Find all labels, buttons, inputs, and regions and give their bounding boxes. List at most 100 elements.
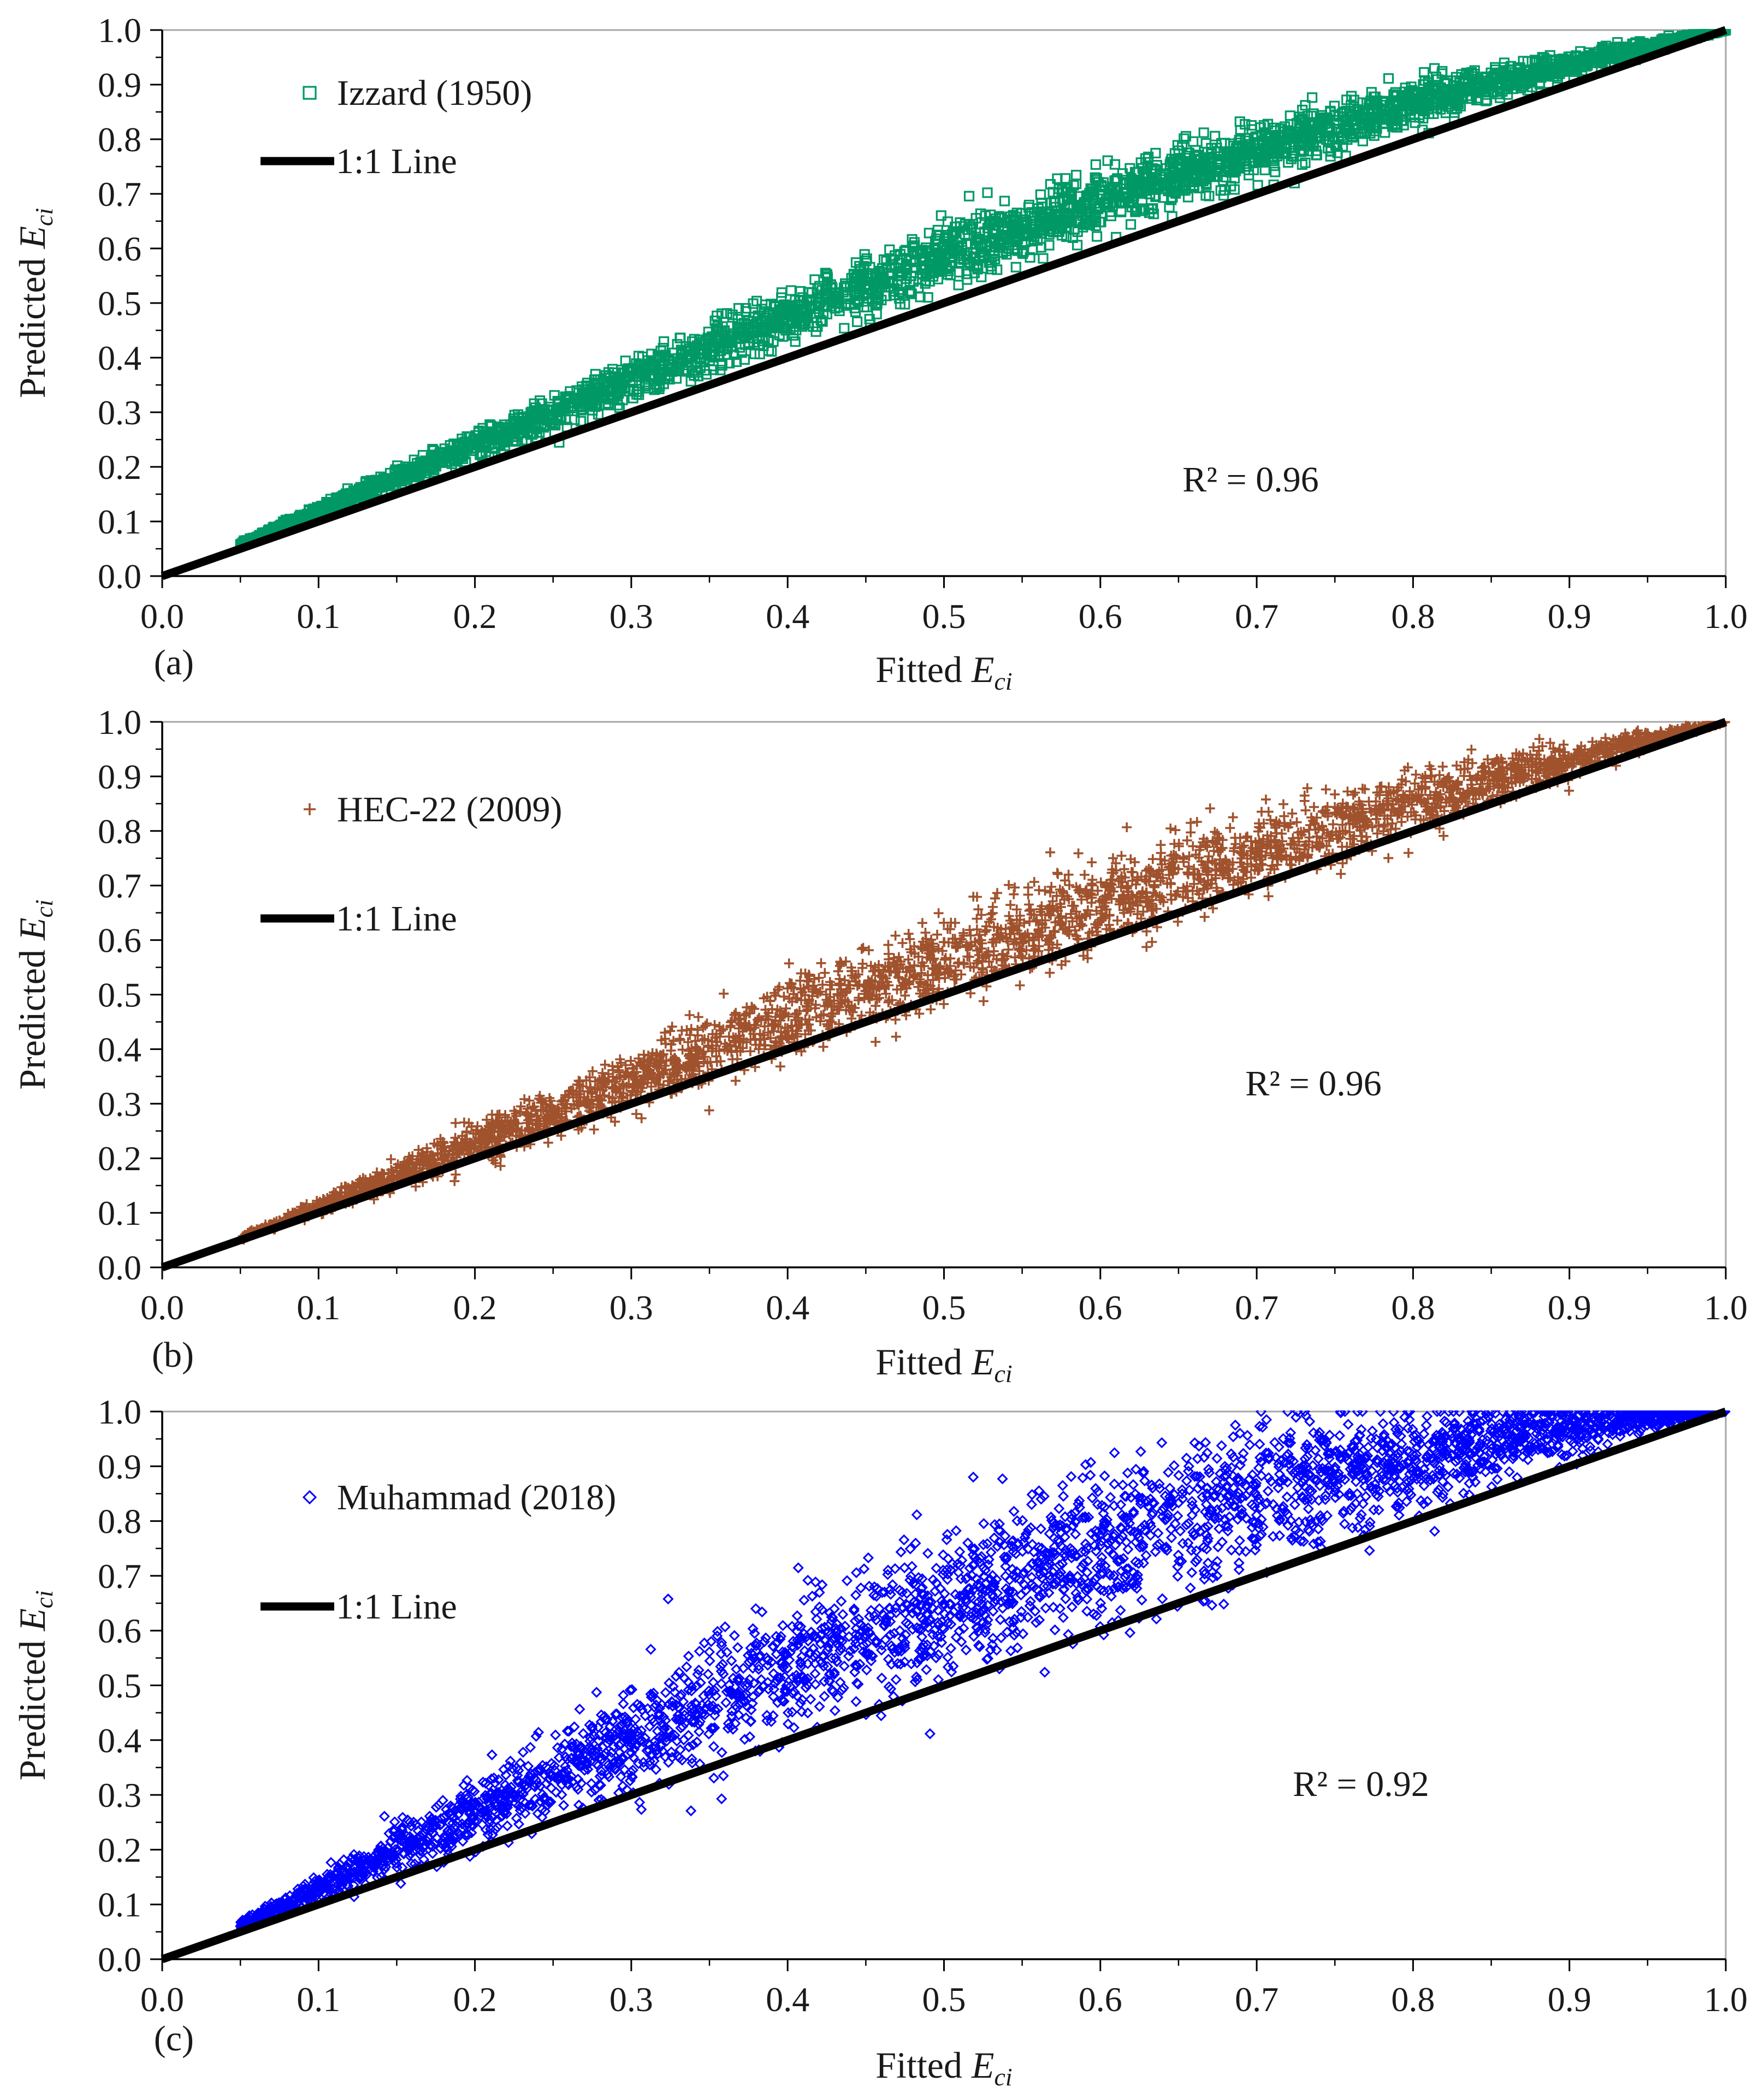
data-point xyxy=(883,940,893,950)
data-point xyxy=(775,1062,785,1072)
data-point xyxy=(1140,153,1151,164)
data-point xyxy=(950,918,960,928)
data-point xyxy=(1404,97,1415,108)
data-point xyxy=(1029,877,1039,887)
data-point xyxy=(738,327,749,338)
data-point xyxy=(1090,159,1102,170)
data-point xyxy=(1337,820,1348,830)
data-point xyxy=(546,1096,556,1106)
data-point xyxy=(1429,63,1440,74)
data-point xyxy=(1502,73,1513,84)
data-point xyxy=(700,1021,711,1031)
x-tick-label: 0.3 xyxy=(609,597,653,636)
data-point xyxy=(552,395,563,407)
data-point xyxy=(1324,835,1334,846)
data-point xyxy=(963,191,975,201)
data-point xyxy=(1402,762,1413,773)
data-point xyxy=(1300,157,1311,168)
x-tick-label: 0.7 xyxy=(1235,597,1278,636)
data-point xyxy=(870,269,881,280)
scatter-points xyxy=(235,29,1731,550)
data-point xyxy=(833,966,843,976)
data-point xyxy=(1274,137,1284,147)
data-point xyxy=(1081,190,1092,201)
data-point xyxy=(928,265,939,277)
data-point xyxy=(1325,145,1336,156)
data-point xyxy=(1029,207,1040,218)
data-point xyxy=(739,354,750,365)
data-point xyxy=(960,218,971,230)
data-point xyxy=(643,383,654,394)
data-point xyxy=(1463,70,1474,81)
data-point xyxy=(993,240,1004,251)
data-point xyxy=(834,305,845,316)
data-point xyxy=(637,369,648,380)
data-point xyxy=(1056,959,1067,970)
data-point xyxy=(709,1020,720,1030)
data-point xyxy=(1353,106,1364,117)
data-point xyxy=(1517,76,1528,87)
data-point xyxy=(1341,120,1352,131)
data-point xyxy=(1177,140,1188,151)
data-point xyxy=(861,296,872,307)
data-point xyxy=(1170,171,1181,182)
data-point xyxy=(822,272,833,283)
data-point xyxy=(1381,114,1392,125)
data-point xyxy=(1107,188,1118,199)
data-point xyxy=(307,507,318,518)
data-point xyxy=(1150,183,1161,194)
y-tick-label: 0.1 xyxy=(98,502,141,541)
data-point xyxy=(933,908,944,918)
data-point xyxy=(712,310,723,322)
data-point xyxy=(1384,106,1395,117)
data-point xyxy=(1368,103,1379,114)
x-tick-label: 1.0 xyxy=(1704,597,1748,636)
data-point xyxy=(394,469,405,481)
data-point xyxy=(386,476,397,488)
data-point xyxy=(917,918,927,928)
data-point xyxy=(1219,165,1230,176)
data-point xyxy=(1044,240,1055,251)
data-point xyxy=(863,293,874,304)
data-point xyxy=(1235,124,1246,136)
data-point xyxy=(1109,159,1121,170)
data-point xyxy=(1182,835,1192,846)
data-point xyxy=(631,383,643,395)
data-point xyxy=(992,888,1002,898)
data-point xyxy=(480,438,492,449)
data-point xyxy=(1070,170,1082,181)
data-point xyxy=(803,318,814,329)
data-point xyxy=(1004,911,1014,921)
x-tick-label: 0.2 xyxy=(453,597,497,636)
data-point xyxy=(1272,144,1283,155)
data-point xyxy=(999,195,1010,206)
data-point xyxy=(1278,799,1288,809)
data-point xyxy=(1545,65,1556,76)
r-squared-annotation: R² = 0.96 xyxy=(1182,460,1319,500)
data-point xyxy=(530,402,541,413)
data-point xyxy=(814,307,825,318)
data-point xyxy=(1002,218,1013,229)
data-point xyxy=(519,1094,530,1104)
data-point xyxy=(892,985,902,995)
data-point xyxy=(1396,817,1407,827)
data-point xyxy=(731,1007,741,1018)
data-point xyxy=(1046,882,1057,892)
data-point xyxy=(1070,179,1082,189)
data-point xyxy=(1096,877,1106,887)
data-point xyxy=(1332,126,1343,137)
data-point xyxy=(1155,170,1166,181)
data-point xyxy=(821,309,833,319)
data-point xyxy=(1165,823,1176,834)
data-point xyxy=(620,355,631,366)
data-point xyxy=(1380,127,1390,138)
data-point xyxy=(1430,82,1441,93)
data-point xyxy=(1186,827,1196,838)
data-point xyxy=(827,296,838,307)
data-point xyxy=(1317,833,1328,844)
data-point xyxy=(927,256,938,266)
data-point xyxy=(1362,113,1373,124)
data-point xyxy=(1198,127,1209,138)
y-tick-label: 0.7 xyxy=(98,175,141,214)
data-point xyxy=(466,442,477,453)
